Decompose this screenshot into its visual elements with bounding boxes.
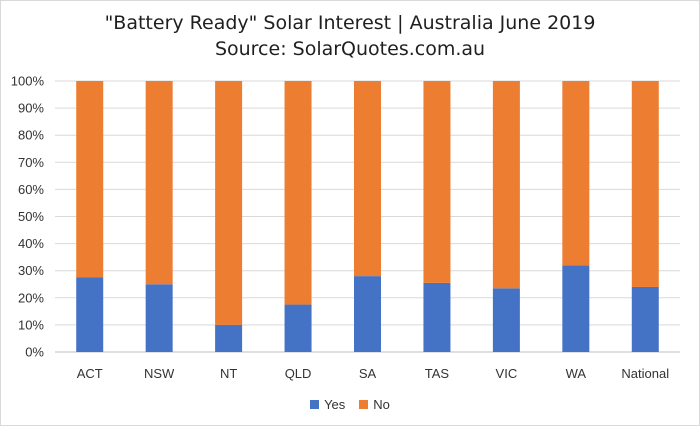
legend-label-yes: Yes xyxy=(324,397,346,412)
bar-yes xyxy=(215,324,243,352)
x-tick-label: National xyxy=(621,366,669,381)
legend-swatch-yes xyxy=(310,400,320,409)
y-tick-label: 70% xyxy=(18,155,44,170)
bar-yes xyxy=(562,265,590,352)
bar-yes xyxy=(423,282,451,352)
bar-yes xyxy=(284,304,312,352)
bar-no xyxy=(76,81,104,278)
legend-label-no: No xyxy=(373,397,390,412)
y-tick-label: 10% xyxy=(18,317,44,332)
bar-yes xyxy=(145,284,173,352)
bar-no xyxy=(423,81,451,283)
legend-swatch-no xyxy=(359,400,369,409)
bar-yes xyxy=(631,286,659,352)
bar-no xyxy=(631,81,659,287)
y-tick-label: 50% xyxy=(18,209,44,224)
x-tick-label: WA xyxy=(566,366,587,381)
x-tick-label: ACT xyxy=(77,366,103,381)
legend-item-no: No xyxy=(359,397,390,412)
bar-yes xyxy=(492,288,520,352)
chart-title: "Battery Ready" Solar Interest | Austral… xyxy=(104,12,596,34)
bar-no xyxy=(284,81,312,305)
bar-no xyxy=(215,81,243,325)
y-tick-label: 0% xyxy=(25,345,44,360)
bar-no xyxy=(492,81,520,289)
x-tick-label: NSW xyxy=(144,366,175,381)
bar-no xyxy=(354,81,381,277)
y-tick-label: 60% xyxy=(18,182,44,197)
y-tick-label: 90% xyxy=(18,101,44,116)
x-tick-label: NT xyxy=(220,366,237,381)
bar-no xyxy=(145,81,173,285)
chart-legend: Yes No xyxy=(0,397,700,412)
x-tick-label: TAS xyxy=(425,366,450,381)
chart-subtitle: Source: SolarQuotes.com.au xyxy=(214,38,486,60)
y-tick-label: 20% xyxy=(18,290,44,305)
bar-yes xyxy=(76,277,104,352)
y-tick-label: 80% xyxy=(18,128,44,143)
x-tick-label: SA xyxy=(359,366,377,381)
y-tick-label: 40% xyxy=(18,236,44,251)
legend-item-yes: Yes xyxy=(310,397,345,412)
bar-no xyxy=(562,81,590,266)
y-tick-label: 100% xyxy=(11,74,45,89)
bar-yes xyxy=(354,276,381,352)
y-tick-label: 30% xyxy=(18,263,44,278)
x-tick-label: VIC xyxy=(496,366,518,381)
x-tick-label: QLD xyxy=(285,366,312,381)
